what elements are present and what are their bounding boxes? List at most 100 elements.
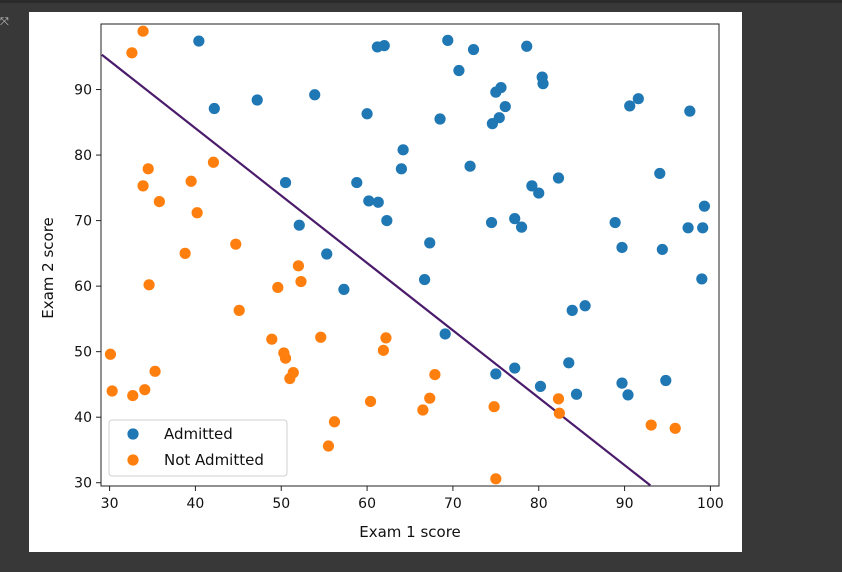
admitted-point (467, 43, 480, 56)
x-tick-label: 100 (697, 496, 724, 512)
admitted-point (656, 243, 668, 256)
y-tick-label: 90 (74, 83, 92, 99)
admitted-point (499, 100, 511, 113)
not-admitted-point (322, 440, 335, 452)
admitted-point (609, 216, 621, 229)
admitted-point (566, 304, 578, 316)
admitted-point (632, 93, 644, 105)
admitted-point (424, 237, 436, 249)
y-axis-label: Exam 2 score (39, 217, 57, 319)
not-admitted-point (126, 47, 138, 59)
admitted-point (533, 187, 545, 199)
scatter-chart: 30 40 50 60 70 80 90 100 30 40 50 60 70 80 90 Exam 1 s… (39, 23, 724, 541)
admitted-point (251, 94, 263, 106)
admitted-point (351, 176, 363, 189)
admitted-point (486, 118, 498, 130)
admitted-point (682, 222, 694, 234)
admitted-point (509, 362, 521, 374)
admitted-point (509, 213, 521, 225)
y-tick-label: 70 (74, 214, 92, 230)
x-tick-label: 90 (616, 496, 634, 512)
admitted-point (208, 102, 220, 115)
not-admitted-point (553, 407, 565, 419)
not-admitted-point (149, 365, 161, 377)
admitted-point (309, 89, 321, 101)
admitted-point (616, 241, 628, 254)
not-admitted-point (137, 180, 149, 192)
legend-box (108, 419, 288, 477)
not-admitted-point (137, 25, 149, 37)
admitted-point (624, 100, 636, 112)
admitted-point (434, 113, 446, 125)
not-admitted-point (424, 392, 436, 404)
admitted-point (521, 40, 533, 52)
not-admitted-point (429, 368, 441, 381)
not-admitted-point (153, 195, 165, 208)
chart-output-panel: 30 40 50 60 70 80 90 100 30 40 50 60 70 80 90 Exam 1 s… (29, 12, 742, 552)
admitted-point (696, 273, 708, 285)
window-top-bar (0, 0, 842, 3)
legend: Admitted Not Admitted (108, 419, 288, 477)
admitted-point (654, 167, 666, 180)
not-admitted-point (364, 395, 377, 408)
plot-area-frame (100, 23, 720, 487)
legend-label-not-admitted: Not Admitted (164, 451, 264, 469)
admitted-point (563, 357, 575, 369)
not-admitted-point (106, 385, 118, 397)
admitted-point (442, 34, 454, 46)
admitted-point (418, 273, 431, 286)
x-tick-label: 80 (530, 496, 548, 512)
admitted-point (570, 388, 583, 400)
not-admitted-point (377, 344, 389, 356)
x-tick-label: 40 (187, 496, 205, 512)
admitted-point (321, 248, 333, 260)
not-admitted-point (279, 352, 292, 364)
legend-marker-not-admitted (127, 454, 139, 466)
admitted-point (279, 176, 292, 189)
admitted-point (552, 172, 565, 184)
y-tick-label: 30 (74, 476, 92, 492)
admitted-point (579, 300, 591, 312)
admitted-point (363, 195, 375, 207)
not-admitted-point (230, 238, 242, 250)
admitted-point (453, 64, 465, 77)
admitted-point (697, 222, 709, 234)
not-admitted-point (207, 156, 220, 168)
admitted-point (293, 219, 305, 231)
not-admitted-point (143, 279, 155, 291)
not-admitted-point (488, 401, 500, 413)
admitted-point (439, 328, 451, 340)
admitted-point (485, 216, 498, 229)
admitted-point (616, 377, 628, 389)
admitted-point (397, 144, 409, 156)
not-admitted-point (292, 260, 305, 272)
x-tick-label: 30 (101, 496, 119, 512)
not-admitted-point (127, 389, 139, 402)
y-tick-label: 50 (74, 345, 92, 361)
move-handle-icon[interactable]: ⤧ (0, 15, 9, 28)
admitted-point (395, 163, 408, 175)
admitted-point (372, 196, 384, 208)
admitted-point (490, 86, 502, 98)
x-tick-label: 60 (358, 496, 376, 512)
not-admitted-point (380, 332, 392, 344)
admitted-point (193, 35, 205, 47)
admitted-point (660, 374, 672, 387)
not-admitted-point (328, 416, 341, 428)
x-tick-label: 50 (272, 496, 290, 512)
not-admitted-point (295, 275, 307, 288)
not-admitted-point (185, 175, 197, 187)
not-admitted-point (179, 247, 191, 259)
admitted-point (534, 380, 547, 392)
admitted-point (378, 40, 390, 52)
legend-label-admitted: Admitted (164, 425, 233, 443)
not-admitted-point (139, 384, 151, 396)
not-admitted-point (284, 372, 296, 385)
not-admitted-point (191, 207, 203, 219)
admitted-point (515, 221, 528, 233)
not-admitted-point (490, 473, 502, 485)
not-admitted-point (272, 281, 284, 294)
admitted-point (537, 78, 549, 90)
y-tick-label: 60 (74, 279, 92, 295)
admitted-point (698, 200, 711, 212)
